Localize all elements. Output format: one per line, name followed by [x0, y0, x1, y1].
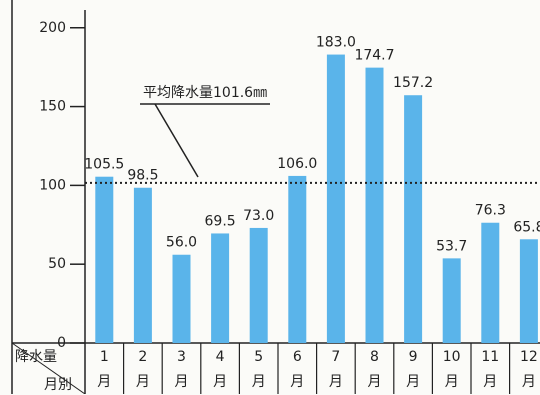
- bar: [211, 233, 230, 343]
- x-tick-label: 3月: [174, 349, 189, 390]
- y-tick-label: 100: [39, 177, 66, 193]
- bar: [481, 222, 500, 343]
- value-label: 53.7: [436, 238, 467, 254]
- value-label: 65.8: [513, 219, 540, 235]
- value-label: 105.5: [84, 157, 124, 173]
- bar: [133, 187, 152, 343]
- x-tick-label: 4月: [213, 349, 228, 390]
- header-diagonal: [11, 342, 86, 394]
- value-label: 76.3: [475, 203, 506, 219]
- x-tick-label: 8月: [367, 349, 382, 390]
- annotation-leader: [154, 103, 199, 178]
- value-label: 69.5: [205, 213, 236, 229]
- bar: [172, 254, 191, 343]
- bar: [519, 239, 538, 343]
- x-tick-label: 2月: [135, 349, 150, 390]
- y-tick-label: 50: [48, 256, 66, 272]
- average-label: 平均降水量101.6㎜: [143, 85, 267, 101]
- bar: [95, 176, 114, 343]
- x-tick-label: 7月: [328, 349, 343, 390]
- bar: [326, 54, 345, 344]
- x-tick-label: 12月: [519, 349, 538, 390]
- value-label: 56.0: [166, 235, 197, 251]
- value-label: 106.0: [277, 156, 317, 172]
- bar: [288, 175, 307, 343]
- value-label: 174.7: [354, 48, 394, 64]
- bar: [249, 227, 268, 343]
- value-label: 183.0: [316, 35, 356, 51]
- x-tick-label: 1月: [97, 349, 112, 390]
- x-tick-label: 9月: [406, 349, 421, 390]
- x-tick-label: 10月: [442, 349, 461, 390]
- value-label: 157.2: [393, 75, 433, 91]
- y-tick-label: 150: [39, 99, 66, 115]
- bar: [365, 67, 384, 343]
- row-header: 月別: [44, 377, 72, 393]
- x-tick-label: 5月: [251, 349, 266, 390]
- bar: [442, 258, 461, 343]
- value-label: 98.5: [127, 168, 158, 184]
- y-tick-label: 200: [39, 20, 66, 36]
- row-header: 降水量: [15, 349, 57, 365]
- bar: [404, 95, 423, 343]
- x-tick-label: 6月: [290, 349, 305, 390]
- y-tick-label: 0: [57, 335, 66, 351]
- x-tick-label: 11月: [481, 349, 500, 390]
- value-label: 73.0: [243, 208, 274, 224]
